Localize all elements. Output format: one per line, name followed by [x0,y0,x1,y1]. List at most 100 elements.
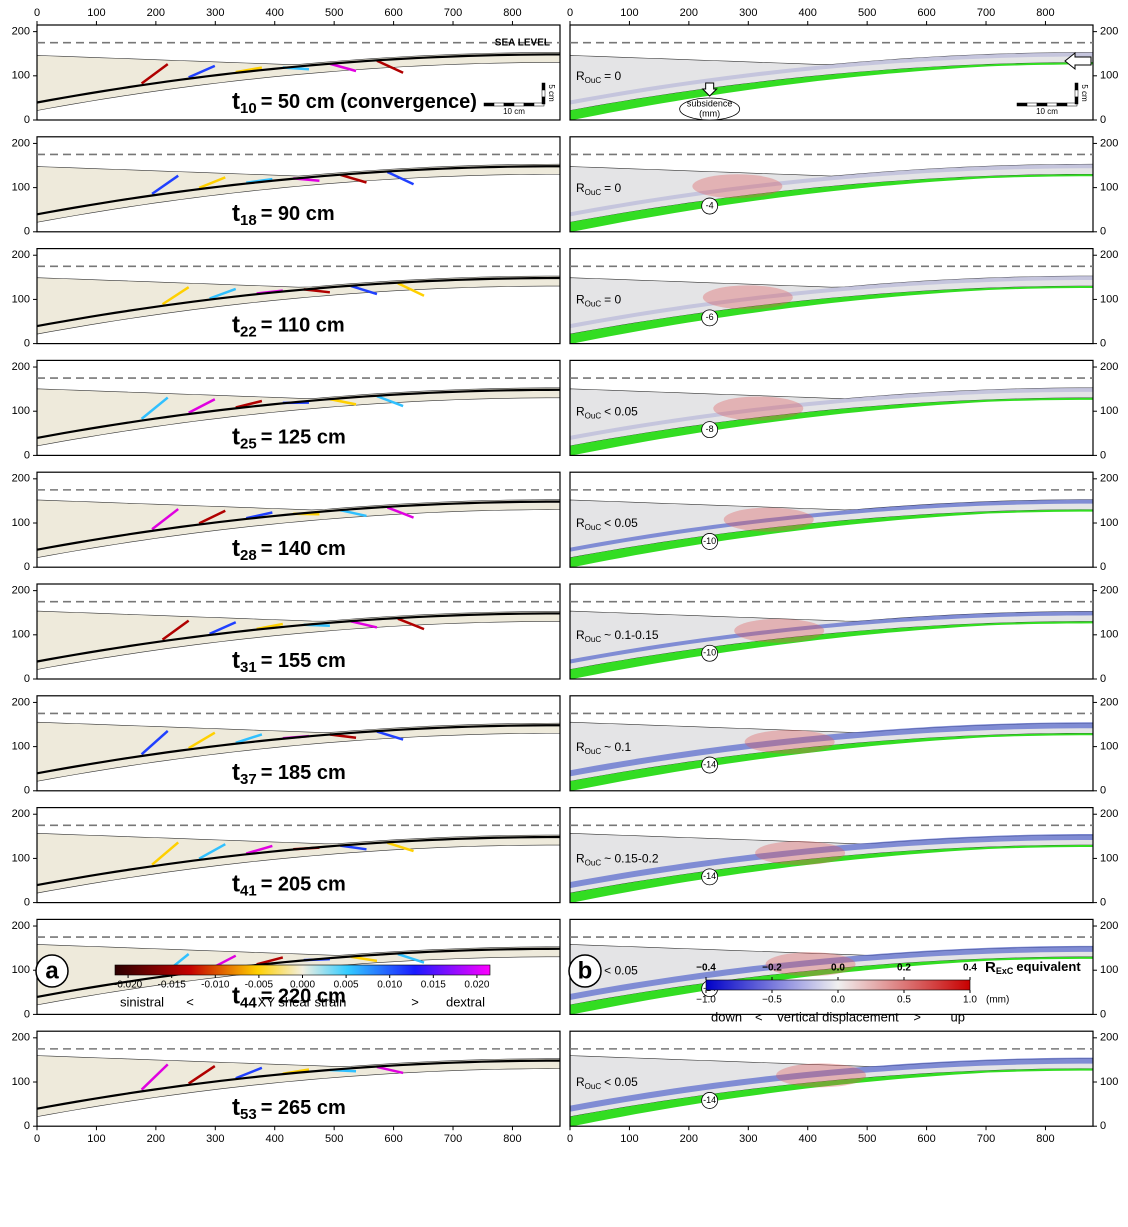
ratio-label: ROuC< 0.05 [576,1075,638,1091]
colorbar-tick-label: −0.5 [762,995,782,1006]
y-tick-label: 200 [12,26,30,38]
panel: 0 100 200 t22 = 110 cm [12,248,561,350]
colorbar-lt: < [755,1009,763,1024]
x-tick-label: 600 [917,7,935,19]
uplift-zone [776,1063,867,1088]
y-tick-label: 0 [24,1008,30,1020]
colorbar-right: up [951,1009,965,1024]
shear-band [397,952,425,964]
panel: 0 100 200 t41 = 205 cm [12,806,561,909]
shear-band [245,844,273,855]
y-tick-label: 200 [1100,808,1118,820]
plot-frame [36,583,561,680]
panel: 0 100 200 0 100 200 300 400 500 600 700 800 ROuC = 0 s… [567,7,1118,126]
ratio-label: ROuC ~ 0.1-0.15 [576,628,659,644]
time-symbol: t [232,536,240,563]
colorbar-unit: (mm) [986,995,1009,1006]
shear-band [350,620,378,629]
y-tick-label: 0 [24,449,30,461]
x-tick-label: 500 [858,7,876,19]
x-tick-label: 100 [87,7,105,19]
ratio-value: < 0.05 [604,1075,638,1089]
decollement [36,835,561,887]
y-tick-label: 100 [12,517,30,529]
down-zone [569,1057,1094,1112]
panel: 0 100 200 ROuC ~ 0.1 -14 [569,695,1118,797]
y-tick-label: 100 [1100,182,1118,194]
y-tick-label: 200 [1100,696,1118,708]
panel: 0 100 200 ROuC ~ 0.1-0.15 -10 [569,583,1118,685]
x-tick-label: 600 [917,1133,935,1145]
decollement [36,276,561,328]
down-zone [569,387,1094,440]
title-rest: equivalent [1016,959,1081,974]
plot-frame [36,248,561,345]
x-tick-label: 0 [34,7,40,19]
down-zone [569,945,1094,1000]
shear-band [387,841,414,853]
time-symbol: t [232,871,240,898]
x-tick-label: 400 [799,1133,817,1145]
panel: 0 100 200 0 100 200 300 400 500 600 700 800 t53 = 265… [12,1030,561,1145]
shear-band [151,174,179,195]
shear-band [235,1066,263,1080]
shear-band [397,617,425,631]
colorbar-top-tick-label: −0.4 [696,963,716,974]
colorbar-tick-label: 0.010 [377,980,402,991]
subsidence-value: -10 [703,648,716,658]
colorbar-left: down [711,1009,742,1024]
ratio-symbol: R [576,293,585,307]
colorbar-tick-label: 0.020 [464,980,489,991]
y-tick-label: 100 [12,964,30,976]
y-tick-label: 100 [1100,629,1118,641]
panel: 0 100 200 t18 = 90 cm [12,136,561,238]
y-tick-label: 100 [12,405,30,417]
x-tick-label: 400 [799,7,817,19]
panel-letter: b [578,957,593,984]
shear-band [161,619,190,641]
colorbar-top-tick-label: 0.4 [963,963,977,974]
colorbar-tick-label: 0.005 [334,980,359,991]
y-tick-label: 200 [12,1032,30,1044]
shear-band [340,508,367,518]
y-tick-label: 0 [1100,897,1106,909]
title-sub: ExC [996,966,1014,976]
panel: 0 100 200 ROuC = 0 -4 [569,136,1118,238]
time-index: 53 [240,1106,257,1123]
time-index: 31 [240,659,257,676]
shear-band [198,176,226,190]
colorbar-lt: < [186,994,194,1009]
shear-band [188,398,216,414]
shear-band [151,841,180,866]
shear-band [209,287,237,300]
colorbar-top-tick-label: −0.2 [762,963,782,974]
ratio-value: = 0 [604,181,621,195]
y-tick-label: 0 [1100,338,1106,350]
time-index: 28 [240,547,257,564]
time-value: = 265 cm [261,1097,346,1119]
scale-bar-segment [493,102,505,107]
colorbar-tick-label: -0.020 [114,980,143,991]
y-tick-label: 0 [24,1120,30,1132]
uplift-zone [723,507,814,532]
ratio-label: ROuC = 0 [576,293,621,309]
plot-frame [36,806,561,904]
down-zone [569,164,1094,217]
x-tick-label: 200 [147,7,165,19]
subsidence-title: subsidence [687,98,733,108]
x-tick-label: 700 [977,1133,995,1145]
x-tick-label: 800 [1036,1133,1054,1145]
colorbar-tick-label: 1.0 [963,995,977,1006]
y-tick-label: 100 [1100,70,1118,82]
ratio-value: ~ 0.1 [604,740,631,754]
plot-frame [569,1030,1094,1127]
y-tick-label: 100 [1100,1076,1118,1088]
plot-frame [569,359,1094,456]
y-tick-label: 0 [24,338,30,350]
colorbar-top-tick-label: 0.2 [897,963,911,974]
colorbar-tick-label: 0.015 [421,980,446,991]
ratio-label: ROuC ~ 0.15-0.2 [576,852,659,868]
scale-bar-segment [541,96,546,105]
subsidence-value: -14 [703,1095,716,1105]
